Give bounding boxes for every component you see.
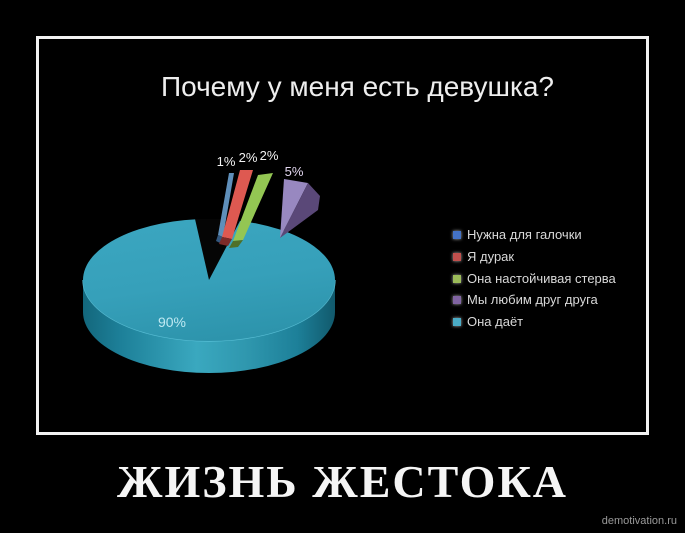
svg-text:2%: 2% — [260, 148, 279, 163]
svg-text:5%: 5% — [285, 164, 304, 179]
svg-text:90%: 90% — [158, 314, 186, 330]
svg-text:1%: 1% — [217, 154, 236, 169]
svg-text:2%: 2% — [239, 150, 258, 165]
